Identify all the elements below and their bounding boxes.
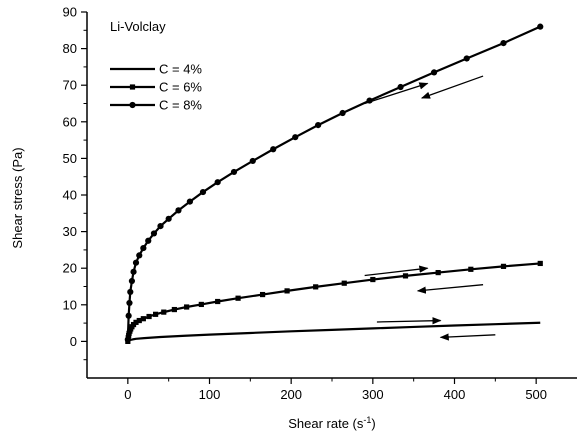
- y-tick-label: 60: [63, 114, 77, 129]
- legend-item: C = 6%: [110, 80, 202, 95]
- data-point: [500, 40, 507, 47]
- data-point: [157, 223, 164, 230]
- data-point: [284, 288, 290, 294]
- data-point: [126, 299, 133, 307]
- data-point: [537, 23, 544, 30]
- y-tick-label: 80: [63, 41, 77, 56]
- direction-arrow: [416, 284, 484, 294]
- y-tick-label: 30: [63, 224, 77, 239]
- data-point: [315, 121, 322, 129]
- x-tick-label: 100: [199, 387, 221, 402]
- data-point: [370, 276, 376, 283]
- data-point: [128, 277, 136, 285]
- legend-item: C = 4%: [110, 62, 202, 77]
- labels: Li-Volclay Shear stress (Pa) Shear rate …: [10, 19, 376, 431]
- data-point: [341, 280, 347, 286]
- x-tick-label: 0: [124, 387, 131, 402]
- legend-marker: [129, 101, 136, 109]
- data-point: [468, 266, 474, 272]
- direction-arrow: [364, 82, 429, 105]
- series-line: [127, 321, 541, 343]
- data-point: [171, 306, 177, 313]
- direction-arrow: [439, 333, 496, 341]
- y-tick-label: 50: [63, 151, 77, 166]
- data-point: [430, 69, 438, 76]
- y-tick-label: 70: [63, 78, 77, 93]
- x-axis-title-superscript: -1: [363, 415, 371, 425]
- legend-marker: [129, 84, 136, 90]
- y-tick-label: 20: [63, 261, 77, 276]
- data-point: [133, 319, 139, 325]
- direction-arrow: [364, 265, 429, 277]
- direction-arrow: [376, 317, 442, 325]
- data-point: [259, 291, 266, 298]
- direction-arrow: [420, 75, 484, 99]
- data-point: [235, 295, 241, 301]
- x-tick-label: 400: [444, 387, 466, 402]
- data-point: [136, 317, 142, 324]
- data-point: [145, 237, 152, 244]
- x-axis-title-tail: ): [371, 416, 375, 431]
- x-tick-label: 200: [280, 387, 302, 402]
- data-point: [140, 244, 147, 252]
- data-point: [313, 284, 319, 290]
- x-axis-title-main: Shear rate (s: [288, 416, 364, 431]
- y-tick-label: 10: [63, 297, 77, 312]
- series-c-4: [127, 321, 541, 343]
- data-point: [198, 301, 204, 308]
- data-point: [124, 336, 131, 343]
- data-point: [125, 312, 132, 319]
- data-point: [215, 298, 221, 305]
- annotation-label: Li-Volclay: [110, 19, 166, 34]
- y-tick-label: 90: [63, 5, 77, 20]
- data-point: [292, 134, 299, 141]
- data-point: [146, 313, 152, 320]
- data-point: [537, 260, 543, 267]
- data-point: [165, 215, 172, 222]
- data-point: [500, 263, 507, 269]
- x-tick-label: 300: [362, 387, 384, 402]
- data-point: [339, 109, 346, 117]
- data-point: [136, 252, 143, 259]
- legend-label: C = 8%: [159, 98, 202, 113]
- data-point: [127, 288, 134, 296]
- y-tick-label: 0: [70, 334, 77, 349]
- data-point: [175, 207, 182, 214]
- data-point: [463, 55, 470, 62]
- data-point: [249, 157, 256, 165]
- data-point: [230, 168, 238, 176]
- data-point: [214, 179, 221, 186]
- y-tick-label: 40: [63, 188, 77, 203]
- legend-label: C = 6%: [159, 80, 202, 95]
- data-point: [150, 230, 158, 237]
- data-point: [161, 309, 167, 315]
- x-axis-title: Shear rate (s-1): [288, 415, 376, 431]
- data-point: [186, 198, 193, 205]
- series-layer: [124, 23, 544, 344]
- data-point: [132, 259, 140, 266]
- data-point: [397, 83, 404, 91]
- data-point: [130, 268, 137, 275]
- legend-item: C = 8%: [110, 98, 202, 113]
- data-point: [153, 311, 159, 317]
- y-axis-title: Shear stress (Pa): [10, 147, 25, 248]
- data-point: [402, 273, 409, 279]
- legend-label: C = 4%: [159, 62, 202, 77]
- data-point: [184, 304, 190, 310]
- arrows: [364, 75, 496, 341]
- legend: C = 4% C = 6% C = 8%: [110, 62, 202, 113]
- data-point: [435, 269, 441, 276]
- series-c-8: [124, 23, 544, 343]
- axes: 0 100 200 300 400 500 0 10 20 30 40 50 60 70 80 90: [63, 5, 577, 402]
- series-c-6: [125, 260, 543, 344]
- data-point: [270, 146, 277, 153]
- data-point: [199, 188, 207, 196]
- data-point: [140, 316, 146, 322]
- x-tick-label: 500: [525, 387, 547, 402]
